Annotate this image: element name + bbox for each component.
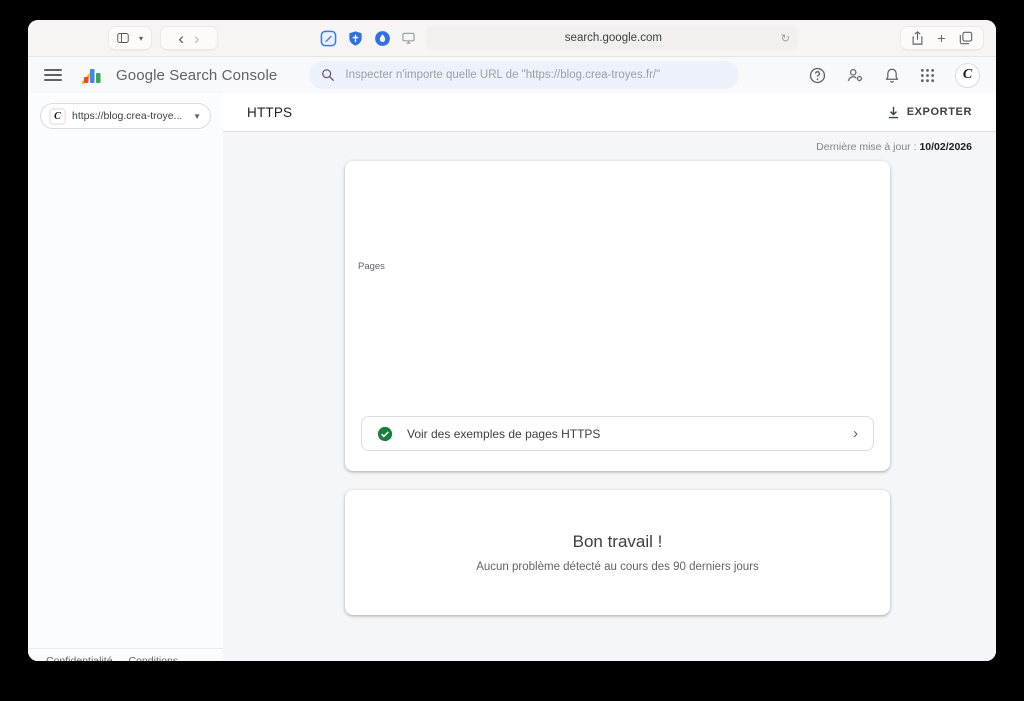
main-area: HTTPS EXPORTER Dernière mise à jour : 10…: [223, 93, 996, 661]
manage-users-icon[interactable]: [846, 67, 864, 83]
check-circle-icon: [377, 426, 393, 442]
privacy-link[interactable]: Confidentialité: [46, 655, 113, 661]
https-label: URL HTTPS: [483, 178, 533, 188]
export-label: EXPORTER: [907, 106, 972, 118]
address-bar[interactable]: search.google.com ↻: [426, 26, 798, 50]
page-title: HTTPS: [247, 105, 292, 120]
sidebar-toggle-button[interactable]: ▾: [108, 26, 152, 50]
view-examples-label: Voir des exemples de pages HTTPS: [407, 427, 839, 441]
status-card: Bon travail ! Aucun problème détecté au …: [345, 490, 890, 615]
non-https-label: URL non HTTPS: [379, 177, 448, 197]
sidebar-footer: Confidentialité Conditions: [28, 648, 223, 661]
close-window-button[interactable]: [40, 32, 52, 44]
reload-icon[interactable]: ↻: [781, 32, 790, 45]
chevron-right-icon: ›: [853, 425, 858, 442]
browser-window: ▾ ‹ › search.google.com ↻ +: [28, 20, 996, 661]
minimize-window-button[interactable]: [60, 32, 72, 44]
https-report-card: URL non HTTPS 0 Aucun problème critique …: [345, 161, 890, 471]
download-icon: [887, 106, 900, 119]
non-https-count: 0: [362, 200, 448, 227]
export-button[interactable]: EXPORTER: [887, 106, 972, 119]
property-logo: C: [50, 109, 65, 124]
notifications-icon[interactable]: [884, 67, 900, 84]
app-header: Google Search Console C: [28, 57, 996, 93]
last-update-date: 10/02/2026: [919, 141, 972, 153]
back-icon[interactable]: ‹: [178, 30, 184, 47]
apps-grid-icon[interactable]: [920, 68, 935, 83]
chart-plot-area: [383, 275, 878, 377]
current-url: search.google.com: [446, 32, 781, 44]
checkbox-icon: [362, 181, 374, 193]
page-title-row: HTTPS EXPORTER: [223, 93, 996, 132]
url-inspection-searchbar[interactable]: [309, 61, 739, 89]
search-icon: [321, 68, 335, 82]
chevron-down-icon: ▾: [139, 34, 143, 43]
window-controls: [40, 32, 92, 44]
extension-drop-icon[interactable]: [374, 30, 391, 47]
status-title: Bon travail !: [573, 532, 663, 552]
https-count: 302: [466, 192, 552, 219]
extensions-area: [320, 30, 391, 47]
tab-overview-icon[interactable]: [959, 31, 973, 45]
last-update-label: Dernière mise à jour :: [816, 141, 916, 153]
x-axis-labels: [383, 382, 878, 396]
report-content: Dernière mise à jour : 10/02/2026 URL no…: [223, 132, 996, 661]
summary-cards: URL non HTTPS 0 Aucun problème critique …: [345, 161, 890, 247]
view-examples-row[interactable]: Voir des exemples de pages HTTPS ›: [361, 416, 874, 451]
help-icon[interactable]: [809, 67, 826, 84]
y-axis-labels: [358, 275, 383, 377]
menu-icon[interactable]: [44, 69, 62, 81]
https-chart: Pages: [358, 261, 878, 396]
checkbox-icon: [466, 177, 478, 189]
status-subtitle: Aucun problème détecté au cours des 90 d…: [476, 561, 759, 573]
search-console-logo[interactable]: [80, 65, 104, 85]
terms-link[interactable]: Conditions: [129, 655, 179, 661]
non-https-note: Aucun problème critique: [362, 230, 448, 251]
app-title: Google Search Console: [116, 67, 277, 84]
avatar[interactable]: C: [955, 63, 980, 88]
sidebar-toggle-icon: [117, 32, 129, 44]
privacy-badge-icon[interactable]: [401, 32, 416, 45]
url-inspection-input[interactable]: [345, 69, 727, 81]
property-selector[interactable]: C https://blog.crea-troye... ▼: [40, 103, 211, 129]
browser-toolbar: ▾ ‹ › search.google.com ↻ +: [28, 20, 996, 57]
share-icon[interactable]: [911, 31, 924, 45]
chevron-down-icon: ▼: [193, 112, 201, 121]
last-update: Dernière mise à jour : 10/02/2026: [223, 132, 996, 153]
https-card[interactable]: URL HTTPS 302 ?: [457, 169, 561, 247]
sidebar: C https://blog.crea-troye... ▼ Confident…: [28, 93, 223, 661]
zoom-window-button[interactable]: [80, 32, 92, 44]
extension-notes-icon[interactable]: [320, 30, 337, 47]
extension-shield-icon[interactable]: [347, 30, 364, 47]
window-actions: +: [900, 26, 984, 50]
y-axis-title: Pages: [358, 261, 878, 272]
forward-icon[interactable]: ›: [194, 30, 200, 47]
help-circle-icon[interactable]: ?: [543, 230, 554, 241]
history-nav: ‹ ›: [160, 26, 218, 50]
property-label: https://blog.crea-troye...: [72, 110, 186, 122]
new-tab-icon[interactable]: +: [937, 30, 945, 46]
chart-bars: [383, 275, 878, 377]
help-circle-icon[interactable]: ?: [439, 230, 450, 241]
non-https-card[interactable]: URL non HTTPS 0 Aucun problème critique …: [353, 169, 457, 247]
